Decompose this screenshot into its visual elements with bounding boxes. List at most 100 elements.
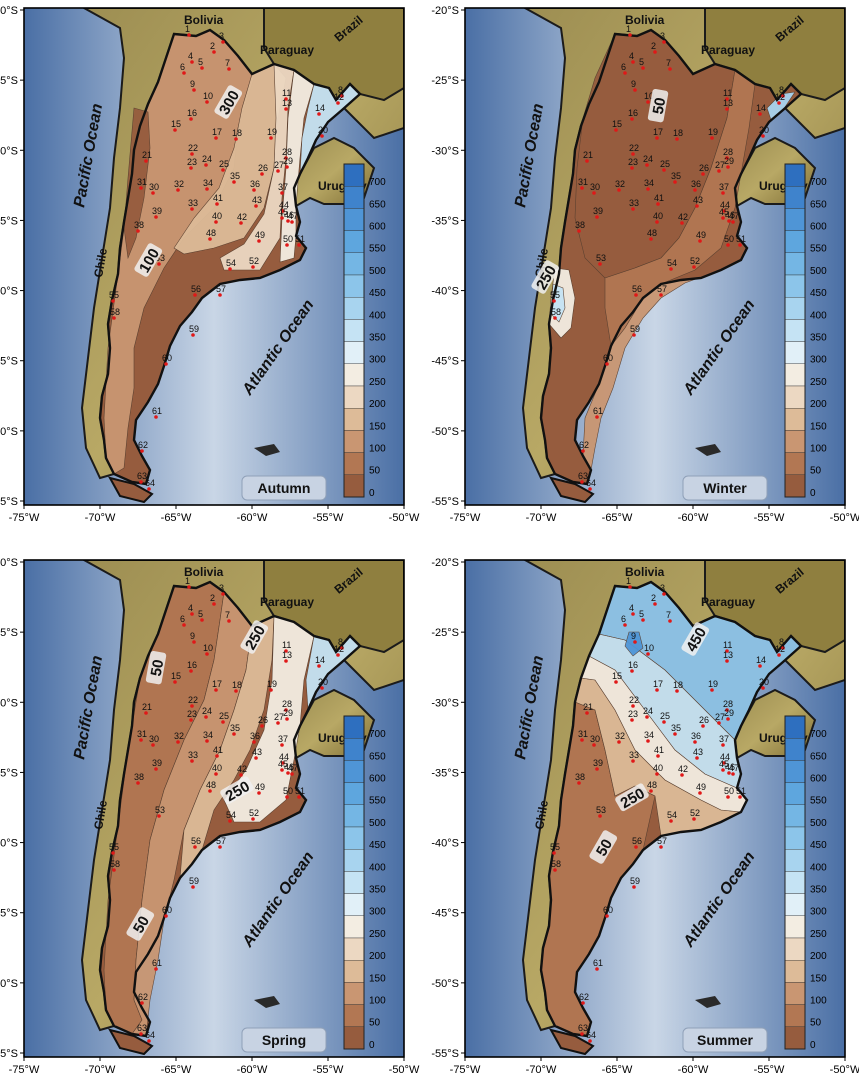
colorbar-segment [343, 186, 365, 209]
lon-tick-label: -60°W [237, 512, 268, 524]
station-label: 50 [724, 234, 734, 244]
contour-band-3 [223, 615, 315, 823]
station-marker [215, 202, 219, 206]
lat-tick-label: -20°S [431, 557, 459, 569]
station-marker [598, 814, 602, 818]
station-marker [693, 740, 697, 744]
station-label: 18 [232, 680, 242, 690]
station-label: 35 [230, 171, 240, 181]
station-label: 41 [213, 745, 223, 755]
station-marker [675, 137, 679, 141]
lon-tick-label: -70°W [526, 512, 557, 524]
station-marker [605, 914, 609, 918]
station-label: 33 [188, 198, 198, 208]
colorbar-tick: 400 [810, 862, 827, 873]
colorbar-tick: 600 [369, 773, 386, 784]
station-marker [151, 191, 155, 195]
station-marker [675, 689, 679, 693]
colorbar-segment [343, 274, 365, 298]
station-label: 14 [756, 655, 766, 665]
station-marker [144, 711, 148, 715]
station-label: 37 [719, 182, 729, 192]
station-marker [673, 732, 677, 736]
station-label: 47 [729, 211, 739, 221]
station-label: 64 [145, 478, 155, 488]
label-paraguay: Paraguay [701, 43, 755, 57]
station-label: 25 [219, 711, 229, 721]
colorbar-segment [784, 760, 806, 783]
station-label: 60 [603, 905, 613, 915]
season-badge: Autumn [241, 475, 327, 501]
station-marker [336, 653, 340, 657]
station-label: 57 [657, 284, 667, 294]
station-marker [669, 819, 673, 823]
station-label: 61 [152, 958, 162, 968]
station-marker [317, 664, 321, 668]
colorbar-segment [343, 804, 365, 828]
station-label: 27 [274, 160, 284, 170]
station-marker [710, 136, 714, 140]
station-label: 1 [185, 24, 190, 34]
station-label: 49 [696, 782, 706, 792]
station-label: 28 [282, 699, 292, 709]
station-label: 54 [667, 810, 677, 820]
station-marker [290, 772, 294, 776]
station-label: 24 [643, 706, 653, 716]
station-label: 32 [615, 179, 625, 189]
station-marker [631, 759, 635, 763]
lon-tick-label: -70°W [85, 512, 116, 524]
station-marker [320, 134, 324, 138]
lat-tick-label: -30°S [0, 145, 18, 157]
station-label: 33 [629, 750, 639, 760]
station-marker [218, 845, 222, 849]
station-label: 37 [278, 182, 288, 192]
colorbar-tick: 400 [810, 310, 827, 321]
station-marker [632, 333, 636, 337]
station-marker [215, 754, 219, 758]
station-label: 5 [639, 57, 644, 67]
station-label: 47 [288, 763, 298, 773]
season-label: Spring [262, 1032, 306, 1048]
station-label: 31 [137, 177, 147, 187]
station-marker [157, 814, 161, 818]
colorbar-tick: 700 [810, 729, 827, 740]
colorbar-tick: 300 [810, 907, 827, 918]
station-marker [221, 592, 225, 596]
station-label: 3 [660, 31, 665, 41]
colorbar-tick: 600 [369, 221, 386, 232]
colorbar-segment [784, 363, 806, 387]
station-label: 63 [578, 1023, 588, 1033]
station-marker [656, 202, 660, 206]
station-label: 28 [282, 147, 292, 157]
station-label: 57 [216, 836, 226, 846]
station-label: 56 [632, 284, 642, 294]
colorbar-tick: 250 [810, 377, 827, 388]
station-label: 31 [137, 729, 147, 739]
lon-tick-label: -65°W [161, 512, 192, 524]
station-marker [317, 112, 321, 116]
station-marker [284, 708, 288, 712]
station-marker [726, 165, 730, 169]
station-label: 17 [653, 127, 663, 137]
station-marker [189, 166, 193, 170]
lat-tick-label: -55°S [431, 496, 459, 508]
station-marker [189, 117, 193, 121]
colorbar-segment [343, 848, 365, 872]
contour-label: 50 [589, 830, 618, 864]
station-label: 1 [185, 576, 190, 586]
station-label: 59 [630, 324, 640, 334]
lat-tick-label: -20°S [431, 5, 459, 17]
colorbar-segment [784, 893, 806, 917]
station-label: 42 [678, 212, 688, 222]
station-label: 17 [212, 679, 222, 689]
station-label: 51 [295, 786, 305, 796]
colorbar-segment [343, 959, 365, 983]
station-marker [320, 686, 324, 690]
station-marker [276, 721, 280, 725]
colorbar-tick: 300 [369, 907, 386, 918]
colorbar-segment [784, 385, 806, 409]
colorbar: 7006506005505004504003503002502001501005… [784, 715, 827, 1051]
label-bolivia: Bolivia [625, 565, 665, 579]
station-marker [645, 163, 649, 167]
colorbar-segment [784, 871, 806, 894]
